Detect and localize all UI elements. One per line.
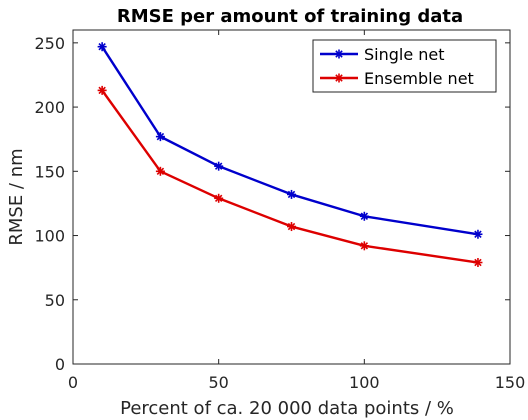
x-axis: 0 50 100 150 [68,30,525,392]
legend-label: Ensemble net [364,69,474,88]
x-tick-label: 100 [349,373,380,392]
data-point [97,42,107,52]
legend-item: Single net [320,45,445,64]
data-point [287,189,296,199]
series-single-net [97,42,483,239]
data-point [473,258,483,268]
series-ensemble-net [97,85,483,268]
x-tick-label: 0 [68,373,78,392]
data-point [214,161,224,171]
y-tick-label: 0 [55,355,65,374]
legend-box [312,39,497,93]
y-tick-label: 250 [34,34,65,53]
legend: Single net Ensemble net [312,39,497,93]
data-point [359,241,369,251]
data-point [97,85,107,95]
y-axis-label: RMSE / nm [6,148,27,245]
data-point [214,193,224,203]
legend-marker [334,73,344,83]
y-tick-label: 100 [34,227,65,246]
data-point [155,166,165,176]
y-tick-label: 50 [45,291,65,310]
data-point [359,211,369,221]
series-layer [97,42,483,268]
y-tick-label: 200 [34,98,65,117]
data-point [473,229,483,239]
x-tick-label: 50 [208,373,228,392]
x-tick-label: 150 [495,373,526,392]
legend-marker [334,49,344,59]
series-line [101,89,479,264]
data-point [287,222,296,232]
legend-item: Ensemble net [320,69,474,88]
y-axis: 0 50 100 150 200 250 [34,34,510,374]
y-tick-label: 150 [34,162,65,181]
data-point [155,132,165,142]
chart-title: RMSE per amount of training data [117,6,463,27]
x-axis-label: Percent of ca. 20 000 data points / % [120,398,454,419]
legend-label: Single net [364,45,445,64]
series-line [101,46,479,236]
